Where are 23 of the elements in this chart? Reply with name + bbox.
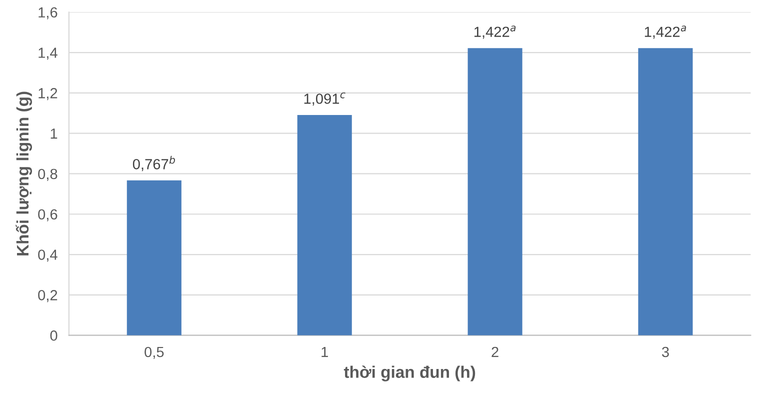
data-label: 1,422$^{a}$	[644, 26, 686, 39]
x-tick-label: 2	[492, 346, 498, 357]
data-label: 0,767$^{b}$	[132, 156, 175, 172]
data-label: 1,091$^{c}$	[304, 92, 346, 106]
y-tick-label: 0	[50, 330, 58, 341]
y-tick-label: 0,6	[38, 209, 58, 222]
x-tick-label: 0,5	[144, 346, 164, 359]
data-label: 1,422$^{a}$	[474, 26, 516, 39]
y-tick-label: 0,2	[38, 290, 58, 302]
bar	[297, 114, 352, 336]
bar	[638, 48, 693, 336]
x-tick-label: 1	[322, 346, 328, 357]
y-tick-label: 1	[50, 128, 58, 139]
y-tick-label: 1,4	[38, 48, 58, 60]
y-tick-label: 0,4	[38, 250, 58, 262]
y-tick-label: 0,8	[38, 168, 58, 181]
y-tick-label: 1,2	[38, 88, 58, 100]
bar	[126, 180, 182, 336]
x-tick-label: 3	[662, 346, 669, 358]
bar	[468, 48, 522, 336]
x-axis-title: thời gian đun (h)	[344, 366, 476, 382]
y-axis-title: Khối lượng lignin (g)	[16, 92, 32, 256]
y-tick-label: 1,6	[38, 7, 58, 20]
